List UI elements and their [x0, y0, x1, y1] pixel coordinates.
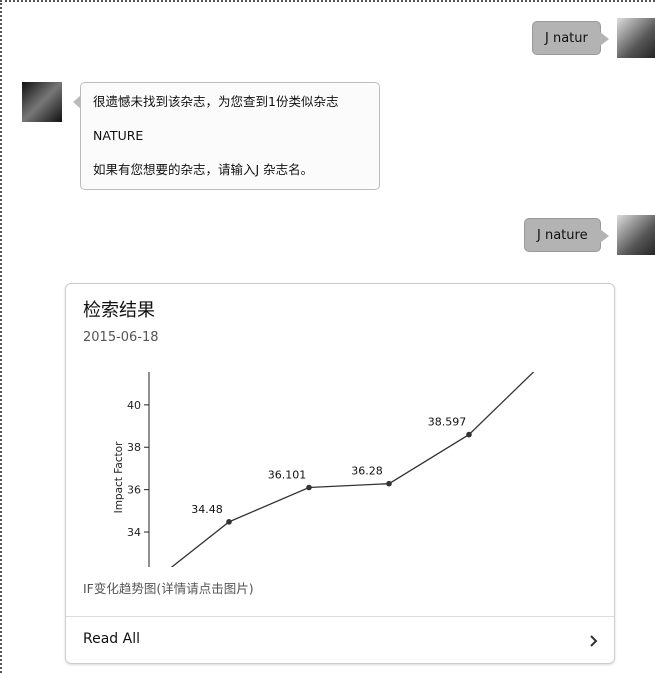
data-label: 38.597	[428, 416, 467, 429]
data-point	[386, 480, 392, 487]
y-tick-label: 38	[127, 441, 141, 454]
y-tick-label: 40	[127, 399, 141, 412]
user-avatar	[617, 215, 655, 255]
data-point	[466, 431, 472, 438]
message-line: NATURE	[93, 128, 144, 143]
data-label: 34.48	[191, 503, 223, 516]
y-tick-label: 36	[127, 484, 141, 497]
y-axis-label: Impact Factor	[113, 441, 125, 513]
message-line: 很遗憾未找到该杂志，为您查到1份类似杂志	[93, 94, 339, 109]
data-line	[170, 372, 534, 567]
user-avatar	[617, 18, 655, 58]
bot-avatar	[22, 82, 62, 122]
y-tick-label: 34	[127, 526, 141, 539]
message-bubble: J natur	[532, 21, 609, 55]
data-point	[226, 519, 232, 525]
data-point	[306, 484, 312, 491]
message-bubble: J nature	[524, 218, 609, 252]
message-line: 如果有您想要的杂志，请输入J 杂志名。	[93, 162, 314, 177]
card-date: 2015-06-18	[83, 330, 159, 345]
chart-caption: IF变化趋势图(详情请点击图片)	[83, 581, 254, 596]
card-title: 检索结果	[83, 300, 155, 321]
data-label: 36.28	[351, 465, 383, 478]
chart[interactable]: 34 36 38 40 Impact Factor 34.48 36.101 36.28 38.…	[82, 362, 552, 577]
read-all-link[interactable]: Read All	[83, 631, 140, 647]
data-label: 36.101	[268, 468, 307, 481]
message-bubble: 很遗憾未找到该杂志，为您查到1份类似杂志 NATURE 如果有您想要的杂志，请输…	[73, 82, 380, 190]
divider	[66, 616, 614, 617]
result-card[interactable]: 检索结果 2015-06-18 34 36 38 40 Impact Factor 34.…	[65, 283, 615, 664]
chevron-icon	[590, 635, 598, 647]
